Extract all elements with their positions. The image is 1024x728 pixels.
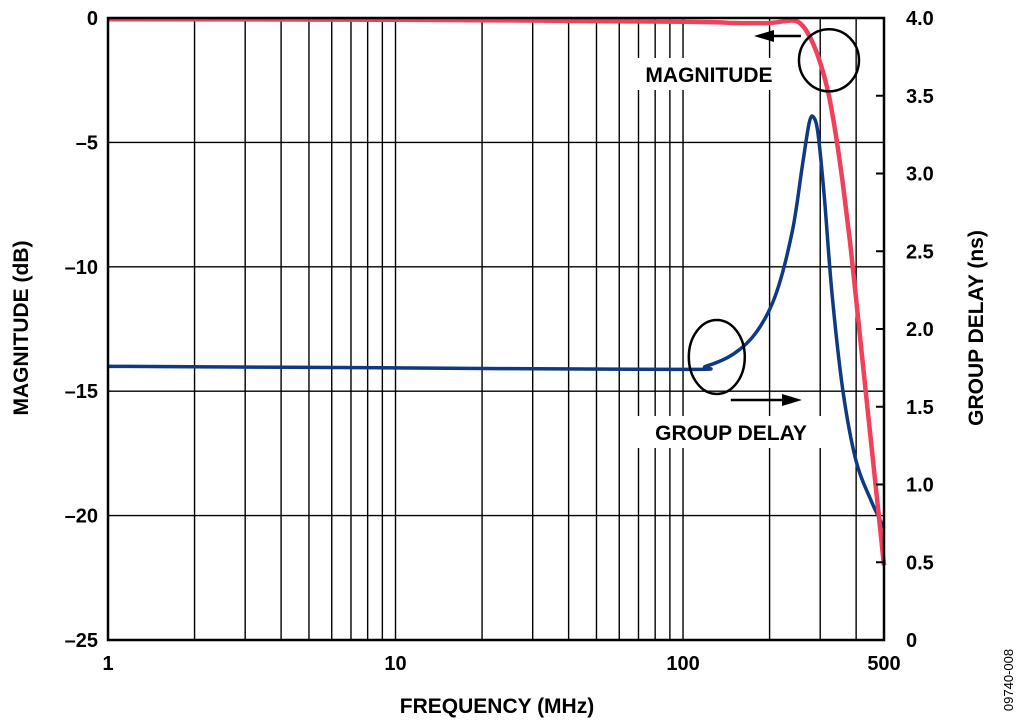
y-tick-label: –20 — [65, 506, 98, 528]
magnitude-callout-ellipse — [797, 28, 861, 93]
y2-tick-label: 0.5 — [906, 552, 934, 574]
plot-frame — [106, 16, 886, 642]
bottom-axis-ticks: 1 10 100 500 — [102, 653, 900, 675]
y2-tick-label: 4.0 — [906, 8, 934, 30]
y2-tick-label: 2.5 — [906, 241, 934, 263]
group-delay-label-box — [630, 416, 832, 448]
y-tick-label: –25 — [65, 630, 98, 652]
series-line-magnitude — [107, 16, 887, 566]
x-tick-label: 1 — [102, 653, 113, 675]
y2-tick-label: 1.0 — [906, 475, 934, 497]
y2-axis-title: GROUP DELAY (ns) — [965, 230, 988, 426]
y2-tick-label: 1.5 — [906, 397, 934, 419]
y-tick-label: –5 — [76, 132, 98, 154]
grid — [108, 18, 884, 640]
y-tick-label: –10 — [65, 257, 98, 279]
magnitude-label-box — [627, 58, 791, 90]
x-tick-label: 500 — [867, 653, 900, 675]
y-tick-label: 0 — [87, 8, 98, 30]
left-axis-ticks: 0 –5 –10 –15 –20 –25 — [65, 8, 98, 652]
group-delay-callout-ellipse — [687, 318, 747, 396]
figure-id: 09740-008 — [1001, 649, 1016, 711]
magnitude-label: MAGNITUDE — [645, 64, 772, 87]
y2-tick-label: 2.0 — [906, 319, 934, 341]
x-tick-label: 10 — [384, 653, 406, 675]
x-tick-label: 100 — [666, 653, 699, 675]
y-tick-label: –15 — [65, 381, 98, 403]
group-delay-label: GROUP DELAY — [655, 422, 807, 445]
magnitude-arrow-head — [754, 30, 774, 42]
series-layer — [107, 16, 887, 566]
right-axis-ticks: 4.0 3.5 3.0 2.5 2.0 1.5 1.0 0.5 0 — [876, 8, 934, 652]
annotation-layer: MAGNITUDE GROUP DELAY — [627, 28, 861, 448]
group-delay-arrow-head — [782, 394, 802, 406]
series-line-group-delay — [107, 114, 886, 529]
x-axis-title: FREQUENCY (MHz) — [400, 695, 594, 718]
y2-tick-label: 3.5 — [906, 86, 934, 108]
y2-tick-label: 3.0 — [906, 164, 934, 186]
y-axis-title: MAGNITUDE (dB) — [10, 241, 33, 416]
y2-tick-label: 0 — [906, 630, 917, 652]
